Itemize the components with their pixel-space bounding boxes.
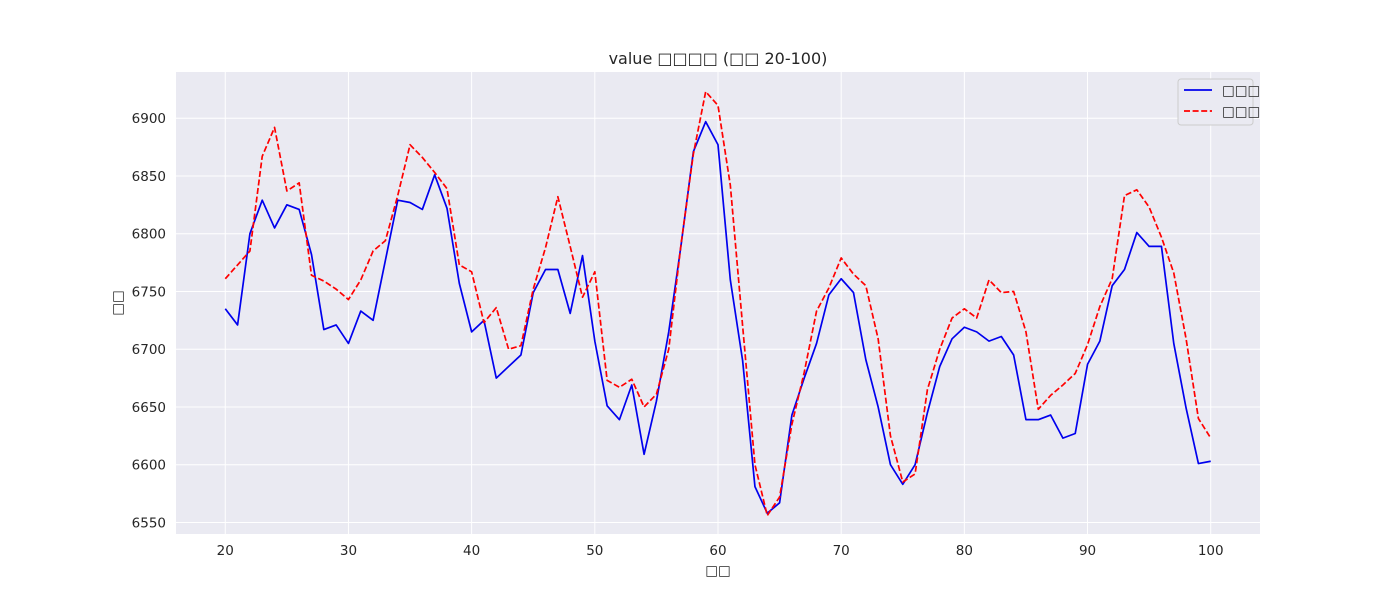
y-tick-label: 6650 bbox=[132, 400, 166, 416]
series-2-line bbox=[224, 90, 1212, 517]
chart-title: value □□□□ (□□ 20-100) bbox=[609, 49, 828, 68]
x-tick-label: 60 bbox=[709, 543, 726, 559]
y-tick-label: 6600 bbox=[132, 458, 166, 474]
y-tick-label: 6900 bbox=[132, 111, 166, 127]
x-tick-label: 40 bbox=[463, 543, 480, 559]
x-tick-label: 50 bbox=[586, 543, 603, 559]
x-tick-label: 100 bbox=[1198, 543, 1224, 559]
legend: □□□ □□□ bbox=[1177, 78, 1260, 126]
y-axis-label: □□ bbox=[110, 290, 126, 316]
series-1-line bbox=[224, 120, 1211, 515]
legend-label-series-1: □□□ bbox=[1222, 83, 1260, 99]
y-tick-label: 6700 bbox=[132, 342, 166, 358]
y-tick-label: 6850 bbox=[132, 169, 166, 185]
y-tick-label: 6800 bbox=[132, 227, 166, 243]
x-tick-label: 90 bbox=[1079, 543, 1096, 559]
x-tick-label: 70 bbox=[833, 543, 850, 559]
x-tick-label: 30 bbox=[340, 543, 357, 559]
y-tick-label: 6750 bbox=[132, 284, 166, 300]
x-tick-label: 20 bbox=[217, 543, 234, 559]
y-tick-label: 6550 bbox=[132, 515, 166, 531]
legend-label-series-2: □□□ bbox=[1222, 104, 1260, 120]
series-lines bbox=[224, 90, 1212, 517]
grid bbox=[176, 72, 1260, 534]
y-axis-ticks: 6550 6600 6650 6700 6750 6800 6850 6900 bbox=[132, 111, 166, 531]
x-axis-ticks: 20 30 40 50 60 70 80 90 100 bbox=[217, 543, 1224, 559]
x-tick-label: 80 bbox=[956, 543, 973, 559]
x-axis-label: □□ bbox=[705, 563, 731, 579]
